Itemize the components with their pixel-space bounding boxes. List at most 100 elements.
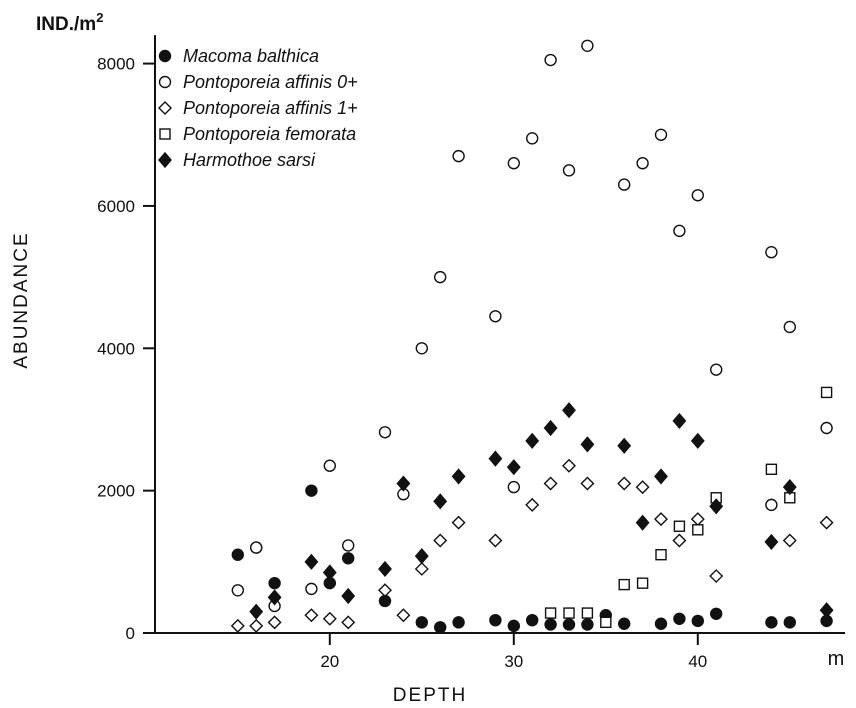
point-s4-5 — [378, 560, 392, 578]
point-s4-0 — [249, 603, 264, 620]
point-s1-24 — [765, 246, 778, 259]
y-tick-label-2000: 2000 — [97, 482, 135, 501]
data-marks — [230, 39, 834, 634]
point-s0-12 — [526, 613, 539, 627]
point-s0-22 — [765, 616, 778, 629]
point-s0-5 — [342, 552, 355, 565]
point-s1-25 — [765, 498, 778, 512]
x-axis-title: DEPTH — [393, 685, 467, 706]
point-s4-7 — [414, 548, 429, 565]
point-s0-17 — [618, 617, 631, 630]
point-s3-2 — [581, 607, 594, 619]
y-tick-label-8000: 8000 — [97, 55, 135, 74]
ticks: 0 2000 4000 6000 8000 20 30 40 — [97, 55, 707, 671]
series-4 — [249, 402, 834, 620]
point-s2-18 — [654, 512, 668, 527]
point-s1-17 — [581, 39, 594, 52]
point-s2-9 — [433, 533, 448, 548]
point-s1-3 — [305, 582, 318, 596]
point-s2-7 — [396, 608, 411, 623]
point-s2-22 — [782, 533, 797, 548]
point-s4-18 — [654, 468, 668, 485]
point-s2-21 — [709, 569, 724, 584]
point-s2-14 — [562, 458, 576, 473]
point-s2-12 — [525, 497, 540, 512]
point-s4-24 — [819, 602, 834, 619]
point-s2-20 — [690, 512, 705, 527]
point-s2-5 — [341, 615, 356, 630]
y-axis-title: ABUNDANCE — [11, 231, 32, 368]
point-s0-2 — [268, 576, 281, 590]
x-tick-label-30: 30 — [504, 652, 523, 671]
point-s4-13 — [543, 419, 558, 437]
point-s1-6 — [378, 426, 392, 439]
point-s1-9 — [434, 270, 447, 284]
point-s2-15 — [580, 476, 595, 491]
y-tick-label-0: 0 — [126, 624, 135, 643]
point-s2-13 — [543, 476, 558, 491]
point-s0-8 — [434, 621, 447, 634]
point-s0-9 — [452, 616, 465, 629]
point-s1-22 — [691, 189, 704, 202]
point-s4-16 — [617, 437, 632, 454]
point-s3-6 — [655, 549, 667, 561]
point-s0-13 — [544, 618, 557, 631]
point-s0-3 — [305, 484, 318, 497]
legend-marker-4 — [158, 151, 172, 169]
point-s3-4 — [618, 578, 630, 591]
point-s2-4 — [322, 611, 337, 626]
point-s4-3 — [322, 564, 337, 581]
axes — [154, 35, 845, 634]
point-s4-1 — [267, 589, 282, 606]
point-s1-21 — [673, 224, 686, 238]
point-s0-0 — [231, 548, 245, 561]
point-s0-18 — [654, 617, 668, 630]
point-s0-23 — [783, 616, 796, 629]
point-s4-11 — [506, 459, 521, 476]
point-s3-12 — [820, 386, 833, 399]
point-s1-13 — [507, 480, 520, 494]
point-s4-14 — [562, 402, 576, 419]
point-s2-1 — [249, 618, 264, 633]
point-s1-5 — [342, 539, 355, 552]
point-s4-4 — [341, 587, 356, 605]
point-s2-3 — [304, 608, 319, 623]
point-s0-15 — [581, 618, 594, 631]
point-s4-2 — [304, 553, 319, 570]
point-s2-16 — [617, 476, 632, 491]
point-s4-15 — [580, 436, 595, 453]
point-s1-16 — [562, 164, 576, 177]
point-s1-19 — [636, 157, 649, 170]
point-s0-14 — [562, 618, 576, 631]
point-s1-27 — [820, 421, 833, 435]
point-s2-10 — [451, 515, 466, 530]
point-s4-22 — [764, 533, 779, 550]
legend-marker-3 — [159, 128, 171, 140]
point-s3-3 — [600, 616, 612, 629]
point-s1-23 — [710, 363, 723, 376]
point-s1-1 — [250, 541, 263, 554]
point-s3-10 — [765, 463, 778, 475]
point-s1-0 — [231, 584, 245, 597]
point-s4-17 — [635, 514, 650, 531]
point-s0-7 — [415, 616, 428, 629]
point-s1-10 — [452, 149, 465, 163]
point-s4-21 — [709, 498, 724, 515]
legend: Macoma balthica Pontoporeia affinis 0+ Pon… — [158, 46, 358, 170]
point-s0-11 — [507, 619, 520, 633]
point-s4-19 — [672, 412, 687, 429]
point-s2-17 — [635, 480, 650, 495]
point-s1-18 — [618, 178, 631, 191]
point-s2-0 — [230, 618, 245, 633]
point-s1-11 — [489, 310, 502, 323]
series-3 — [544, 386, 833, 629]
legend-label-3: Pontoporeia femorata — [183, 124, 356, 144]
x-tick-label-40: 40 — [688, 652, 707, 671]
point-s2-19 — [672, 533, 687, 548]
point-s2-23 — [819, 515, 834, 530]
point-s0-20 — [691, 614, 704, 628]
legend-marker-1 — [158, 75, 172, 89]
x-tick-label-20: 20 — [320, 652, 339, 671]
point-s4-20 — [690, 432, 705, 449]
